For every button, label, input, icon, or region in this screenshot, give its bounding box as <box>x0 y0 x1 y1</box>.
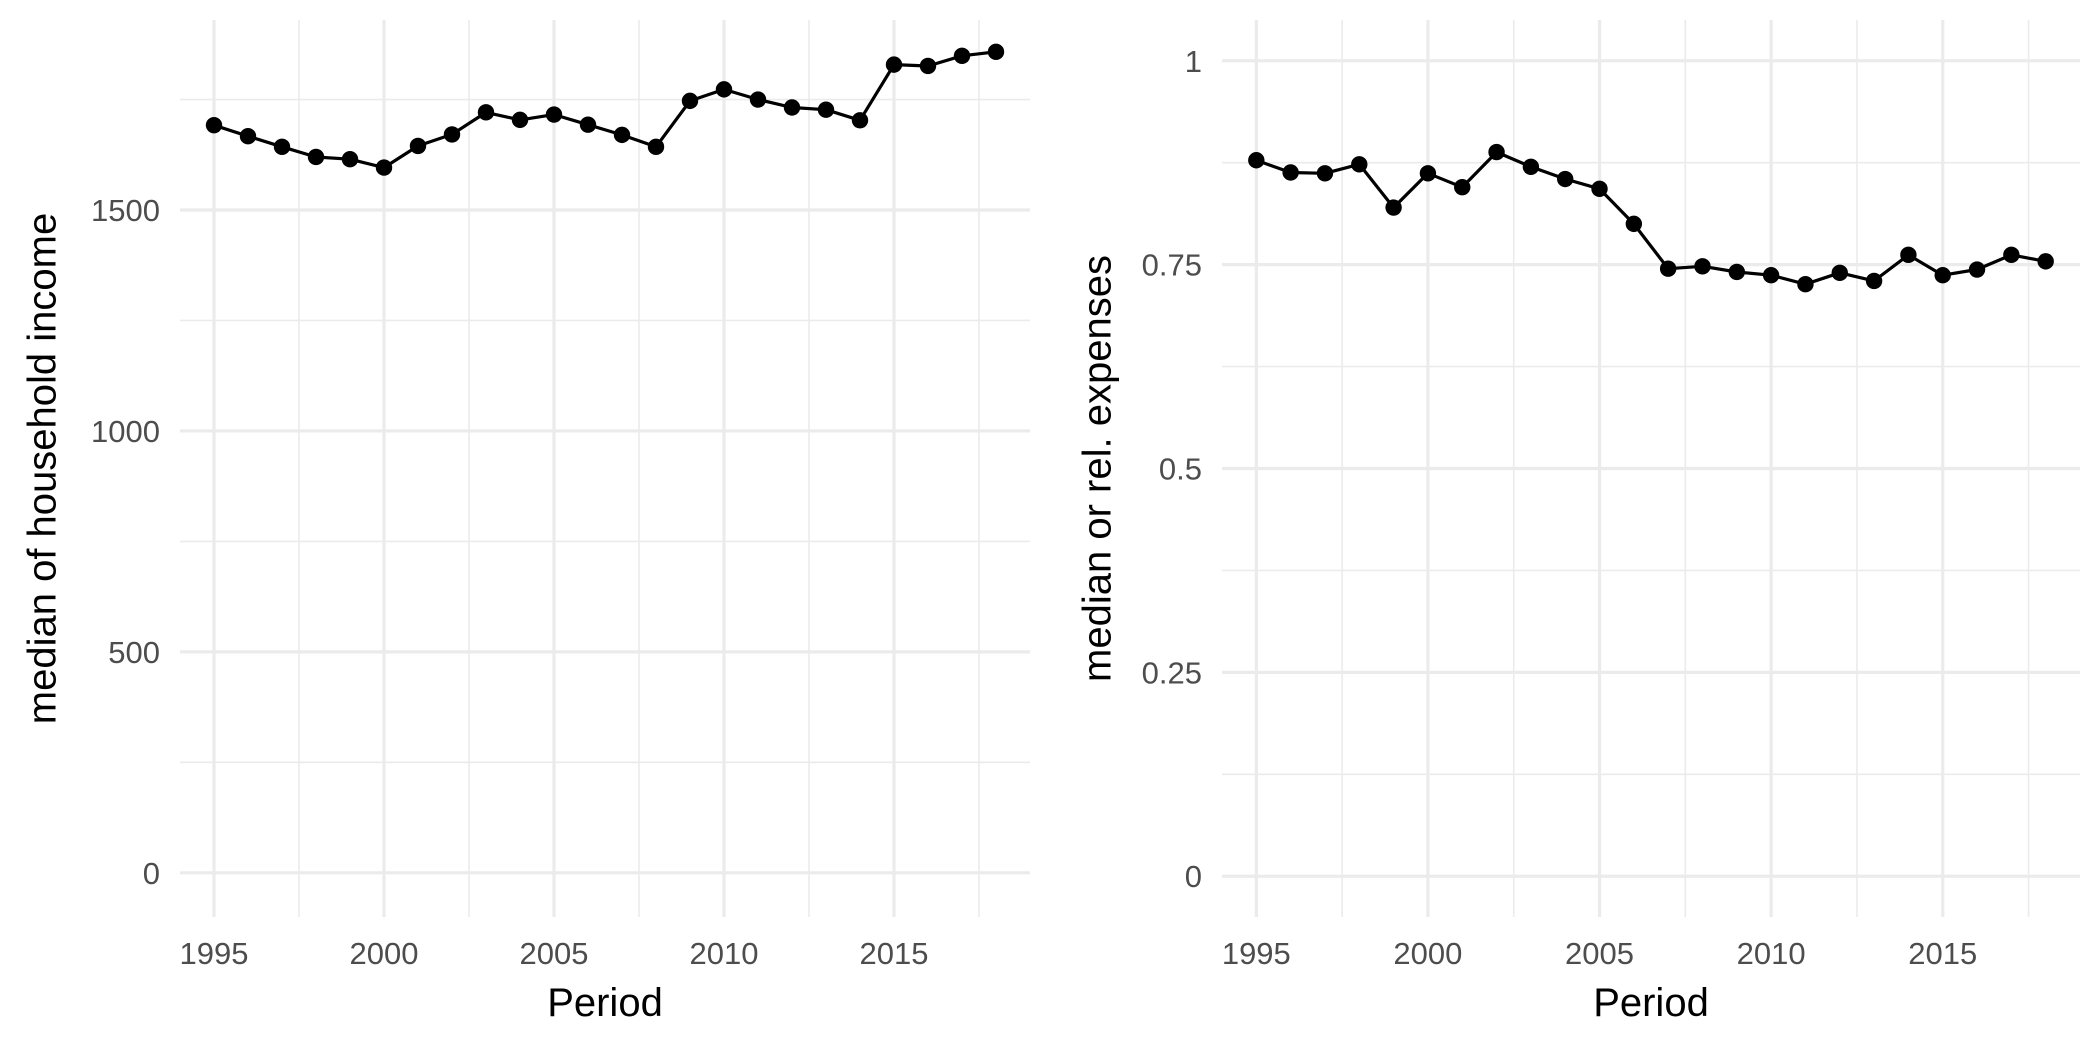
income-data-point <box>920 58 936 74</box>
income-data-point <box>886 56 902 72</box>
income-data-point <box>410 138 426 154</box>
expenses-data-point <box>1694 258 1710 274</box>
income-y-tick-label: 1500 <box>91 193 160 228</box>
income-x-tick-label: 2010 <box>690 936 759 971</box>
expenses-panel: 1995 2000 2005 2010 2015 0 0.25 0.5 0.75 1 Period… <box>1076 20 2080 1025</box>
expenses-data-point <box>1248 152 1264 168</box>
income-series-line <box>214 52 996 168</box>
expenses-x-tick-label: 1995 <box>1222 936 1291 971</box>
expenses-y-tick-label: 0.75 <box>1142 248 1202 283</box>
income-data-point <box>444 126 460 142</box>
expenses-x-tick-label: 2010 <box>1737 936 1806 971</box>
expenses-data-point <box>1900 247 1916 263</box>
income-tick-labels: 1995 2000 2005 2010 2015 0 500 1000 1500 <box>91 193 928 971</box>
expenses-data-point <box>1282 164 1298 180</box>
income-data-point <box>852 112 868 128</box>
income-x-axis-title: Period <box>547 981 663 1025</box>
expenses-series <box>1248 144 2054 293</box>
income-y-tick-label: 1000 <box>91 414 160 449</box>
income-data-point <box>308 149 324 165</box>
income-data-point <box>274 139 290 155</box>
expenses-data-point <box>1488 144 1504 160</box>
income-data-point <box>954 48 970 64</box>
expenses-y-tick-label: 0.5 <box>1159 452 1202 487</box>
income-data-point <box>988 44 1004 60</box>
income-x-tick-label: 2005 <box>520 936 589 971</box>
expenses-data-point <box>1969 261 1985 277</box>
expenses-x-tick-label: 2000 <box>1393 936 1462 971</box>
expenses-y-tick-label: 1 <box>1185 44 1202 79</box>
expenses-data-point <box>1729 264 1745 280</box>
expenses-data-point <box>1420 165 1436 181</box>
expenses-data-point <box>1763 267 1779 283</box>
income-x-tick-label: 2015 <box>860 936 929 971</box>
income-data-point <box>818 102 834 118</box>
income-data-point <box>512 112 528 128</box>
income-data-point <box>478 104 494 120</box>
income-data-point <box>376 159 392 175</box>
income-y-tick-label: 0 <box>143 856 160 891</box>
expenses-data-point <box>1832 265 1848 281</box>
expenses-y-tick-label: 0.25 <box>1142 655 1202 690</box>
expenses-data-point <box>1660 261 1676 277</box>
expenses-x-tick-label: 2015 <box>1908 936 1977 971</box>
expenses-y-tick-label: 0 <box>1185 859 1202 894</box>
expenses-data-point <box>2037 253 2053 269</box>
expenses-data-point <box>1454 179 1470 195</box>
income-data-point <box>240 128 256 144</box>
income-data-point <box>682 93 698 109</box>
income-y-tick-label: 500 <box>108 635 160 670</box>
expenses-data-point <box>2003 247 2019 263</box>
income-data-point <box>648 139 664 155</box>
expenses-data-point <box>1317 165 1333 181</box>
income-data-point <box>546 106 562 122</box>
income-x-tick-label: 1995 <box>180 936 249 971</box>
expenses-data-point <box>1591 181 1607 197</box>
income-data-point <box>716 81 732 97</box>
expenses-data-point <box>1523 159 1539 175</box>
income-data-point <box>206 117 222 133</box>
income-data-point <box>342 151 358 167</box>
expenses-x-axis-title: Period <box>1593 981 1709 1025</box>
income-data-point <box>784 99 800 115</box>
income-data-point <box>614 127 630 143</box>
expenses-gridlines <box>1222 20 2080 917</box>
expenses-x-tick-label: 2005 <box>1565 936 1634 971</box>
expenses-data-point <box>1385 199 1401 215</box>
income-x-tick-label: 2000 <box>350 936 419 971</box>
expenses-data-point <box>1797 276 1813 292</box>
income-data-point <box>580 117 596 133</box>
expenses-data-point <box>1557 171 1573 187</box>
income-series <box>206 44 1004 176</box>
income-data-point <box>750 91 766 107</box>
expenses-y-axis-title: median or rel. expenses <box>1076 255 1120 682</box>
expenses-data-point <box>1351 156 1367 172</box>
expenses-data-point <box>1626 216 1642 232</box>
expenses-data-point <box>1935 267 1951 283</box>
expenses-data-point <box>1866 273 1882 289</box>
income-y-axis-title: median of household income <box>21 213 65 724</box>
